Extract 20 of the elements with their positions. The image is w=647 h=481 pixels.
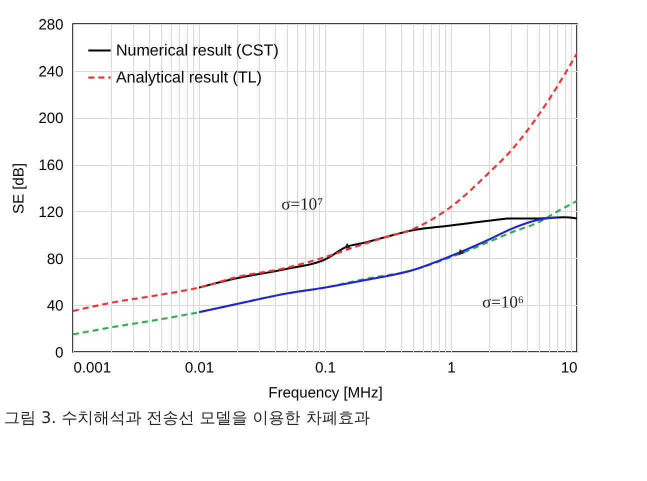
caption: 그림 3. 수치해석과 전송선 모델을 이용한 차폐효과 — [4, 408, 371, 429]
x-axis-title: Frequency [MHz] — [268, 384, 383, 402]
x-tick-label: 0.1 — [315, 360, 336, 376]
y-tick-label: 280 — [38, 16, 64, 34]
y-tick-label: 0 — [55, 344, 64, 362]
y-tick-label: 120 — [38, 204, 64, 221]
annotation: σ=10⁶ — [482, 292, 524, 312]
legend-label: Numerical result (CST) — [116, 42, 279, 60]
y-axis-title: SE [dB] — [10, 163, 28, 214]
x-tick-label: 10 — [560, 360, 578, 376]
y-tick-label: 240 — [38, 63, 64, 80]
y-tick-label: 40 — [46, 298, 64, 315]
x-tick-label: 0.001 — [74, 360, 112, 376]
annotation: σ=10⁷ — [281, 194, 324, 214]
y-tick-label: 160 — [38, 157, 64, 174]
legend-label: Analytical result (TL) — [116, 70, 262, 86]
x-tick-label: 1 — [447, 360, 456, 376]
y-tick-label: 80 — [46, 250, 64, 268]
x-tick-label: 0.01 — [184, 360, 214, 376]
y-tick-label: 200 — [38, 110, 64, 128]
